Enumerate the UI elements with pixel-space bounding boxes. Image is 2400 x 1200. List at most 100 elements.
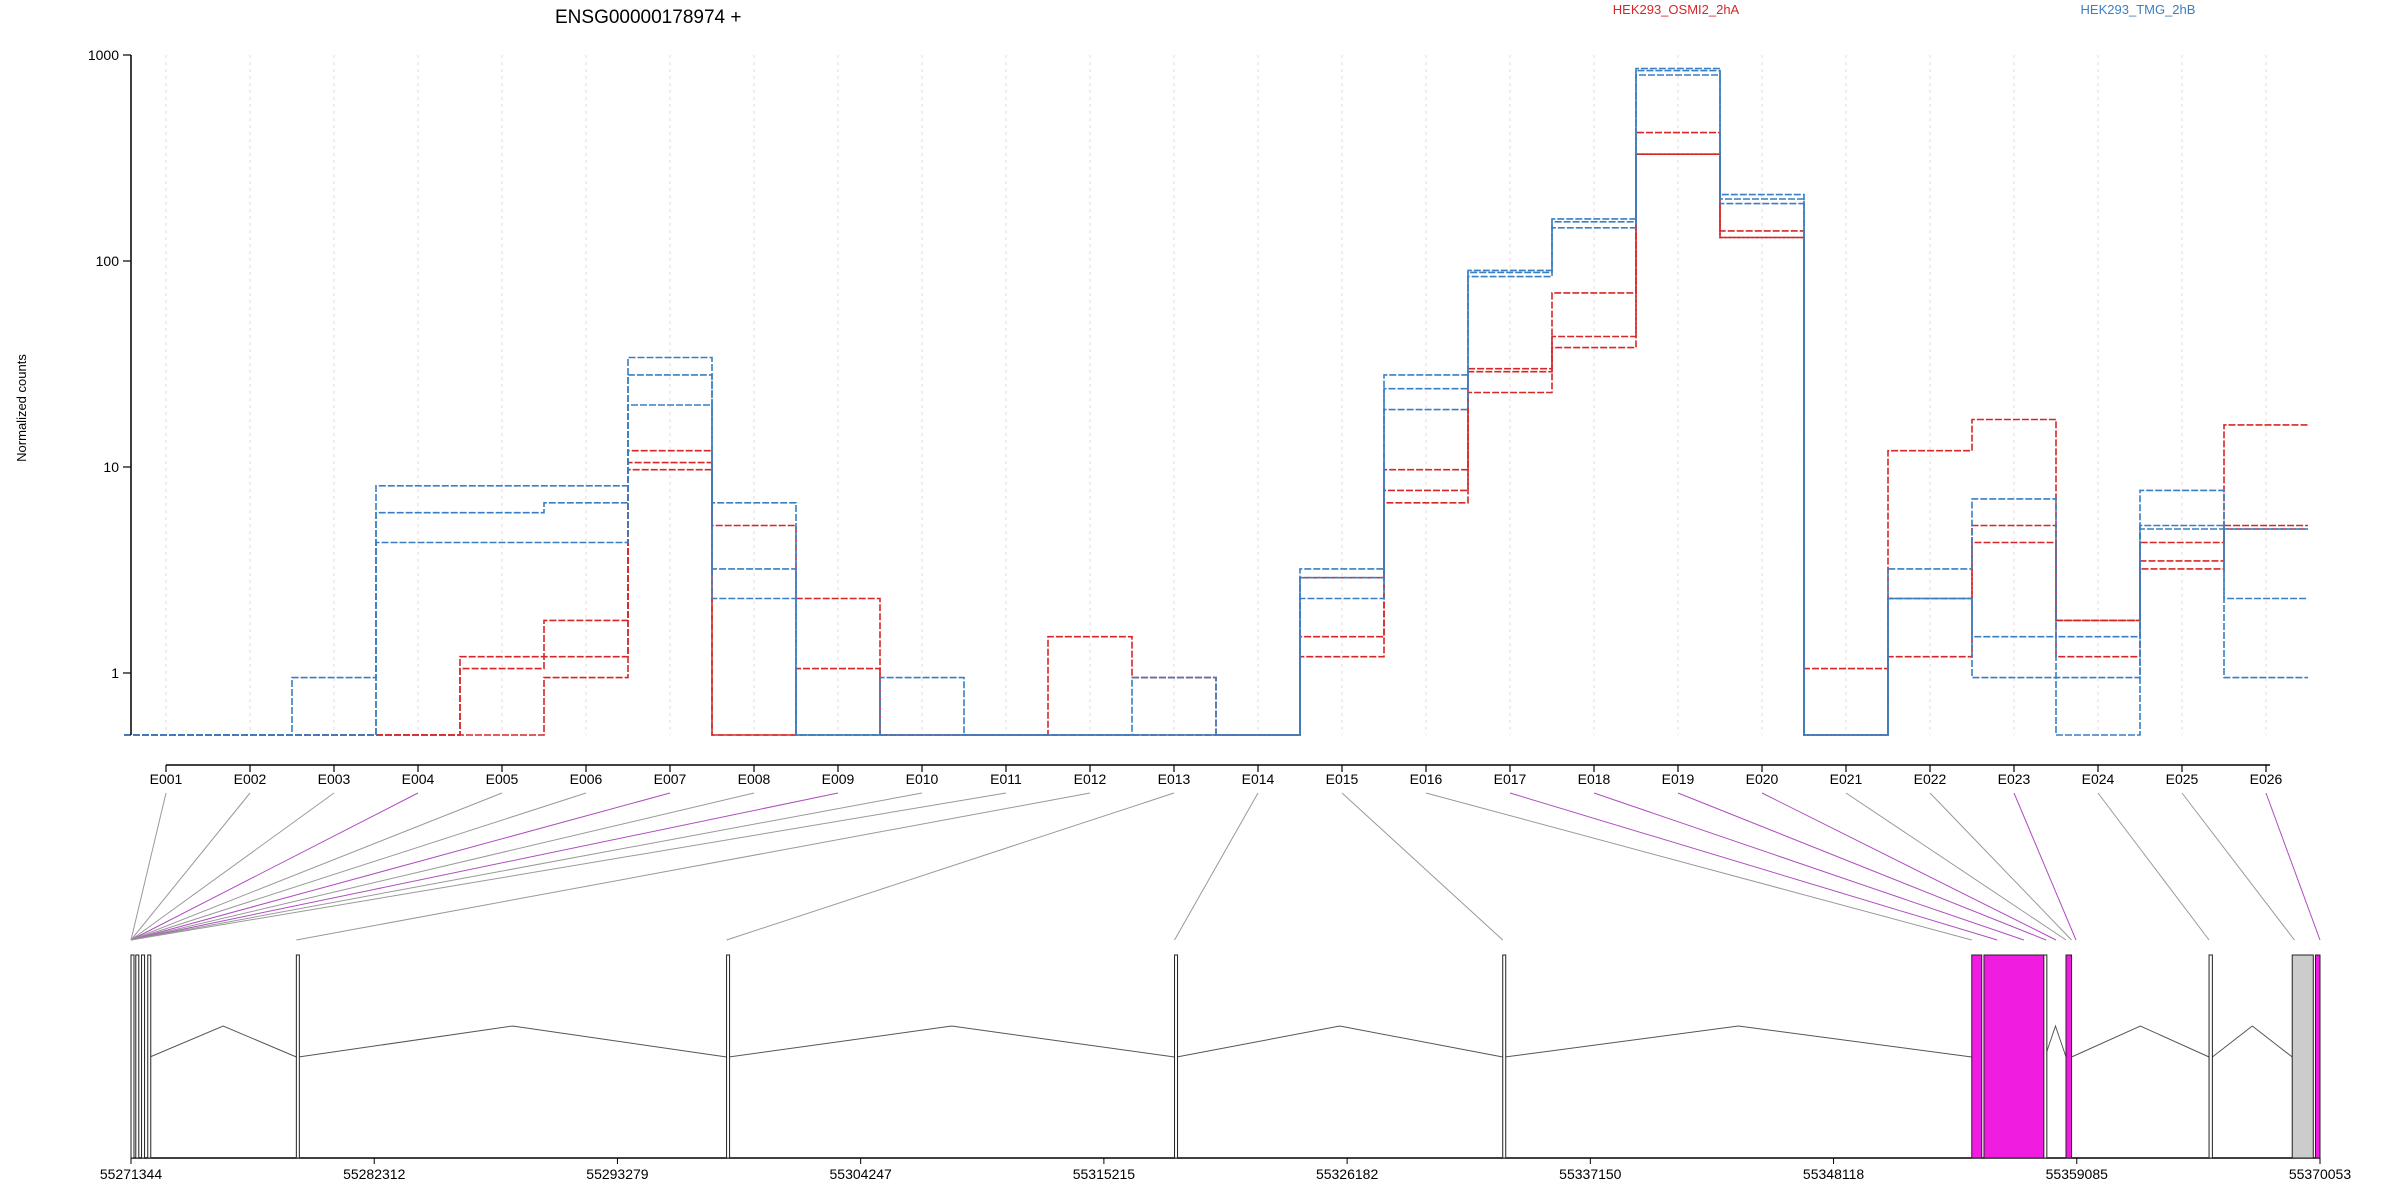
exon-link-e023 xyxy=(2013,792,2077,941)
x-tick-label-e004: E004 xyxy=(402,771,435,787)
coord-label-6: 55326182 xyxy=(1316,1166,1379,1182)
x-tick-label-e023: E023 xyxy=(1998,771,2031,787)
series-layer xyxy=(124,67,2308,736)
coord-label-5: 55315215 xyxy=(1073,1166,1136,1182)
exon-link-e006 xyxy=(130,792,587,941)
exon-block-13 xyxy=(2208,954,2213,1159)
exon-link-e004 xyxy=(130,792,419,941)
axes-layer: ENSG00000178974 + Normalized counts HEK2… xyxy=(14,2,2270,766)
exon-link-e008 xyxy=(130,792,755,941)
series-line-3 xyxy=(124,131,2308,736)
legend-entry-tmg: HEK293_TMG_2hB xyxy=(2081,2,2196,17)
exon-block-2 xyxy=(135,954,140,1159)
exon-link-e005 xyxy=(130,792,503,941)
exon-block-14 xyxy=(2291,954,2314,1159)
exon-link-e015 xyxy=(1341,792,1504,941)
exon-link-e017 xyxy=(1509,792,1998,941)
exon-link-e018 xyxy=(1593,792,2025,941)
exon-block-1 xyxy=(130,954,135,1159)
grid-layer xyxy=(165,55,2267,735)
x-tick-label-e017: E017 xyxy=(1494,771,1527,787)
x-tick-label-e001: E001 xyxy=(150,771,183,787)
x-tick-label-e026: E026 xyxy=(2250,771,2283,787)
exon-block-6 xyxy=(726,954,731,1159)
x-tick-label-e005: E005 xyxy=(486,771,519,787)
exon-block-8 xyxy=(1502,954,1507,1159)
exon-block-15 xyxy=(2314,954,2321,1159)
exon-link-e024 xyxy=(2097,792,2210,941)
exon-link-e001 xyxy=(130,792,167,941)
x-tick-label-e008: E008 xyxy=(738,771,771,787)
y-tick-layer: 1 10 100 1000 xyxy=(88,47,131,681)
x-tick-label-e010: E010 xyxy=(906,771,939,787)
intron-7 xyxy=(1176,1025,1503,1058)
coord-label-8: 55348118 xyxy=(1803,1166,1864,1182)
legend-entry-osmi2: HEK293_OSMI2_2hA xyxy=(1613,2,1740,17)
chart-title: ENSG00000178974 + xyxy=(555,7,741,28)
exon-block-12 xyxy=(2065,954,2073,1159)
intron-4 xyxy=(149,1025,297,1058)
intron-12 xyxy=(2071,1025,2210,1058)
intron-5 xyxy=(298,1025,727,1058)
gene-model: 55271344 55282312 55293279 55304247 55315215… xyxy=(100,954,2352,1182)
coord-label-9: 55359085 xyxy=(2046,1166,2109,1182)
series-line-6 xyxy=(124,74,2308,736)
x-tick-label-e024: E024 xyxy=(2082,771,2115,787)
coord-label-3: 55293279 xyxy=(586,1166,649,1182)
x-tick-label-e018: E018 xyxy=(1578,771,1611,787)
x-tick-layer: E001 E002 E003 E004 E005 E006 E007 E008 E009 E010… xyxy=(150,765,2283,787)
y-tick-label-0: 1 xyxy=(111,665,119,681)
exon-link-e016 xyxy=(1425,792,1972,941)
exon-link-e022 xyxy=(1929,792,2072,941)
exon-block-5 xyxy=(295,954,300,1159)
coord-label-1: 55271344 xyxy=(100,1166,163,1182)
intron-11 xyxy=(2044,1024,2067,1058)
exon-link-e014 xyxy=(1174,792,1259,941)
x-tick-label-e006: E006 xyxy=(570,771,603,787)
x-tick-label-e012: E012 xyxy=(1074,771,1107,787)
exon-link-e009 xyxy=(130,792,839,941)
y-tick-label-2: 100 xyxy=(96,253,120,269)
exon-link-e021 xyxy=(1845,792,2067,941)
exon-block-10 xyxy=(1983,954,2045,1159)
coord-label-4: 55304247 xyxy=(830,1166,893,1182)
exon-link-layer xyxy=(130,792,2321,941)
exon-link-e013 xyxy=(726,792,1175,941)
series-line-2 xyxy=(124,153,2308,736)
x-tick-label-e022: E022 xyxy=(1914,771,1947,787)
exon-link-e003 xyxy=(130,792,335,941)
coord-label-10: 55370053 xyxy=(2289,1166,2352,1182)
exon-block-3 xyxy=(141,954,146,1159)
exon-link-e025 xyxy=(2181,792,2295,941)
exon-block-9 xyxy=(1971,954,1983,1159)
exon-link-e026 xyxy=(2265,792,2321,941)
intron-6 xyxy=(728,1025,1175,1058)
intron-13 xyxy=(2212,1025,2293,1058)
x-tick-label-e003: E003 xyxy=(318,771,351,787)
x-tick-label-e020: E020 xyxy=(1746,771,1779,787)
exon-block-7 xyxy=(1174,954,1179,1159)
y-tick-label-3: 1000 xyxy=(88,47,119,63)
y-tick-label-1: 10 xyxy=(103,459,119,475)
y-axis-label: Normalized counts xyxy=(14,354,29,462)
x-tick-label-e002: E002 xyxy=(234,771,267,787)
exon-block-11 xyxy=(2043,954,2048,1159)
exon-link-e012 xyxy=(296,792,1091,941)
x-tick-label-e014: E014 xyxy=(1242,771,1275,787)
exon-link-e010 xyxy=(130,792,923,941)
intron-8 xyxy=(1504,1025,1972,1058)
x-tick-label-e015: E015 xyxy=(1326,771,1359,787)
exon-link-e019 xyxy=(1677,792,2047,941)
x-tick-label-e011: E011 xyxy=(990,771,1022,787)
series-line-4 xyxy=(124,67,2308,736)
x-tick-label-e009: E009 xyxy=(822,771,855,787)
series-line-5 xyxy=(124,69,2308,736)
exon-link-e020 xyxy=(1761,792,2057,941)
series-line-1 xyxy=(124,153,2308,736)
coord-label-7: 55337150 xyxy=(1559,1166,1622,1182)
exon-link-e007 xyxy=(130,792,671,941)
exon-link-e002 xyxy=(130,792,251,941)
x-tick-label-e021: E021 xyxy=(1830,771,1863,787)
